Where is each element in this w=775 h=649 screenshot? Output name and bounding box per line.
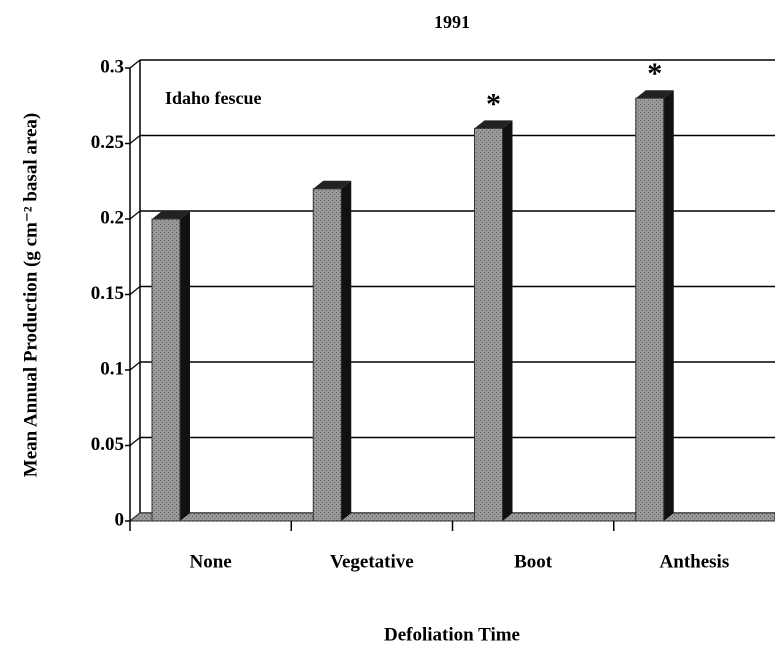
bar-top (313, 180, 352, 189)
bar-side (341, 180, 352, 522)
y-tick-label: 0.3 (100, 56, 124, 77)
bar-top (635, 90, 674, 99)
bar (151, 218, 181, 522)
grid-diag (129, 210, 141, 220)
bar (635, 97, 665, 522)
chart-title: 1991 (434, 12, 470, 32)
bar-side (180, 211, 190, 521)
grid-diag (129, 437, 141, 446)
bar-side (502, 120, 513, 522)
x-tick-label: Anthesis (660, 551, 730, 572)
bar-side (663, 90, 674, 521)
bar (474, 127, 503, 522)
y-axis-label: Mean Annual Production (g cm⁻² basal are… (20, 113, 41, 477)
y-tick-label: 0.05 (91, 434, 124, 455)
x-axis-label: Defoliation Time (384, 624, 520, 645)
marker: * (486, 87, 501, 120)
y-tick-label: 0.25 (91, 132, 124, 153)
marker: * (647, 57, 662, 90)
grid-diag (129, 135, 141, 144)
x-tick-label: Vegetative (330, 551, 414, 572)
grid-diag (129, 59, 141, 69)
y-tick-label: 0.15 (91, 283, 124, 304)
floor (128, 512, 775, 522)
grid-diag (129, 286, 141, 295)
bar (312, 188, 342, 522)
y-tick-label: 0 (115, 509, 125, 530)
x-tick-label: Boot (514, 551, 553, 572)
x-tick-label: None (190, 551, 232, 572)
annotation: Idaho fescue (165, 88, 262, 108)
y-tick-label: 0.2 (100, 207, 124, 228)
grid-diag (129, 361, 141, 371)
bar-top (474, 120, 513, 129)
y-tick-label: 0.1 (100, 358, 124, 379)
bar-top (152, 211, 190, 219)
